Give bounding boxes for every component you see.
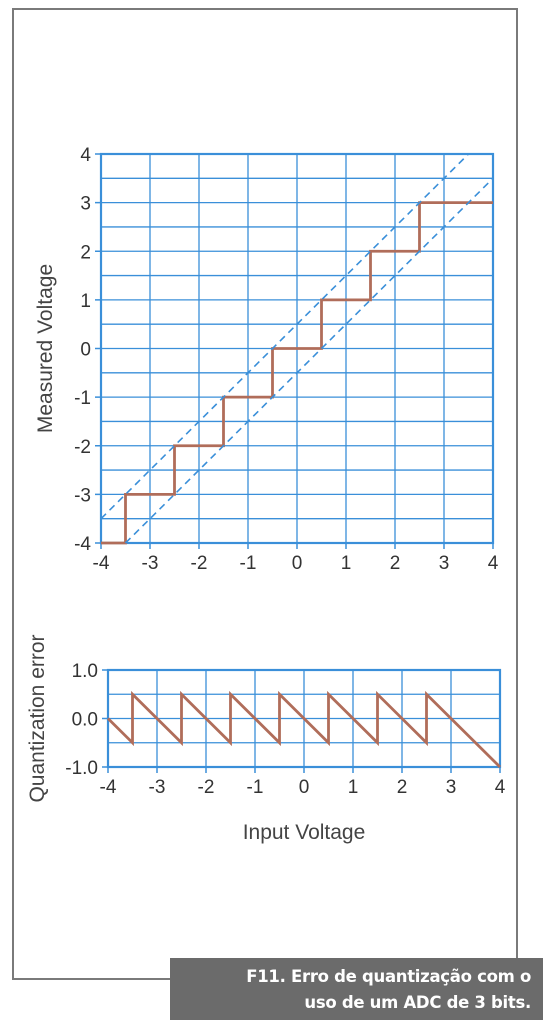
- plot1-y-tick-label: -4: [74, 534, 91, 555]
- plot1-y-axis-title: Measured Voltage: [34, 264, 57, 433]
- plot2-y-tick-label: 0.0: [72, 710, 98, 731]
- plot1-x-tick-label: -3: [142, 553, 159, 574]
- plot2-signal-line: [107, 690, 501, 768]
- caption-line-1: F11. Erro de quantização com o: [246, 967, 531, 986]
- plot1-x-tick-label: 3: [439, 553, 450, 574]
- plot2-x-tick-label: 4: [495, 777, 506, 798]
- plot2-y-axis-title: Quantization error: [26, 634, 49, 802]
- plot1-y-tick-label: 4: [80, 145, 91, 166]
- plot1-signal-line: [101, 201, 493, 545]
- plot2-x-tick-label: -3: [149, 777, 166, 798]
- plot2-y-tick-label: 1.0: [72, 661, 98, 682]
- plot2-y-tick-label: -1.0: [65, 758, 98, 779]
- plot1-y-tick-label: -2: [74, 437, 91, 458]
- plot1-y-tick-label: -3: [74, 485, 91, 506]
- plot2-x-tick-label: 1: [348, 777, 359, 798]
- plot1-x-tick-label: 0: [292, 553, 303, 574]
- plot1-y-tick-label: 2: [80, 242, 91, 263]
- plot1-y-tick-label: -1: [74, 388, 91, 409]
- plot1-y-tick-label: 3: [80, 194, 91, 215]
- plot1-y-tick-label: 1: [80, 291, 91, 312]
- plot2-x-tick-label: 2: [397, 777, 408, 798]
- caption-line-2: uso de um ADC de 3 bits.: [304, 993, 531, 1012]
- plot2-x-tick-label: -2: [198, 777, 215, 798]
- plot1-x-tick-label: 2: [390, 553, 401, 574]
- plot1-x-tick-label: 4: [488, 553, 499, 574]
- plot1-x-tick-label: -1: [240, 553, 257, 574]
- plot2-x-tick-label: -4: [100, 777, 117, 798]
- plot1-reference-dashed-line: [124, 177, 494, 544]
- plot1-x-tick-label: 1: [341, 553, 352, 574]
- plot2-x-tick-label: 0: [299, 777, 310, 798]
- plot1-x-tick-label: -4: [93, 553, 110, 574]
- plot1-y-tick-label: 0: [80, 340, 91, 361]
- plot2-x-tick-label: 3: [446, 777, 457, 798]
- figure-caption: F11. Erro de quantização com o uso de um…: [170, 958, 543, 1020]
- plot2-x-tick-label: -1: [247, 777, 264, 798]
- plot1-reference-dashed-line: [100, 153, 470, 520]
- plot1-x-tick-label: -2: [191, 553, 208, 574]
- plot2-x-axis-title: Input Voltage: [243, 821, 366, 844]
